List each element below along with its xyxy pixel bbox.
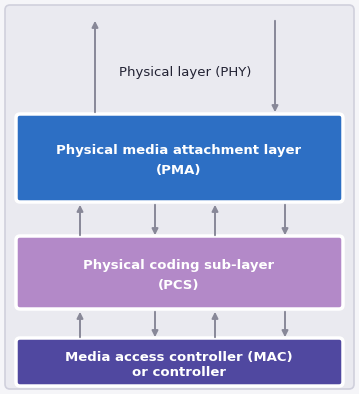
Text: Physical coding sub-layer: Physical coding sub-layer [83,258,275,271]
FancyBboxPatch shape [16,114,343,202]
Text: (PMA): (PMA) [156,164,202,177]
Text: (PCS): (PCS) [158,279,200,292]
FancyBboxPatch shape [16,338,343,386]
Text: or controller: or controller [132,366,226,379]
Text: Physical media attachment layer: Physical media attachment layer [56,143,302,156]
Text: Media access controller (MAC): Media access controller (MAC) [65,351,293,364]
FancyBboxPatch shape [5,5,354,389]
FancyBboxPatch shape [16,236,343,309]
Text: Physical layer (PHY): Physical layer (PHY) [119,65,251,78]
